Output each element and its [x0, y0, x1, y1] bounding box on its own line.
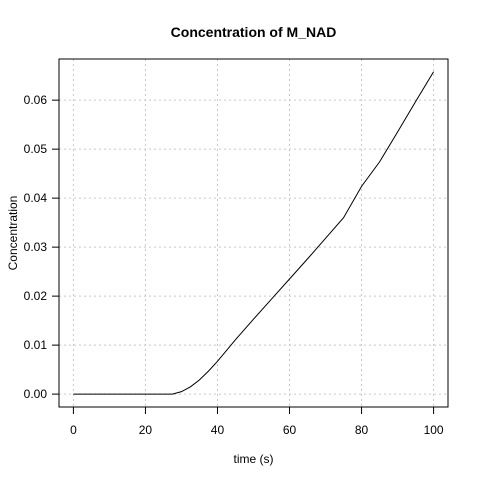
- series-line: [73, 71, 435, 395]
- y-axis-label: Concentration: [6, 196, 20, 271]
- y-tick-label: 0.05: [24, 142, 48, 156]
- plot-area-border: [58, 58, 449, 408]
- series-layer: [73, 71, 435, 395]
- y-tick-label: 0.01: [24, 338, 48, 352]
- x-tick-label: 40: [211, 423, 225, 437]
- y-tick-label: 0.06: [24, 93, 48, 107]
- x-tick-label: 0: [70, 423, 77, 437]
- y-tick-label: 0.02: [24, 289, 48, 303]
- grid-lines: [59, 59, 448, 407]
- y-tick-label: 0.04: [24, 191, 48, 205]
- y-tick-label: 0.00: [24, 387, 48, 401]
- x-tick-label: 100: [424, 423, 444, 437]
- x-tick-label: 60: [283, 423, 297, 437]
- x-tick-label: 20: [139, 423, 153, 437]
- x-axis-label: time (s): [234, 452, 274, 466]
- x-tick-label: 80: [355, 423, 369, 437]
- y-tick-label: 0.03: [24, 240, 48, 254]
- axes: 0 20 40 60 80 100 0.00 0.01 0.02 0.03 0.04 0.05 0.06: [24, 93, 444, 437]
- chart-title: Concentration of M_NAD: [171, 24, 337, 40]
